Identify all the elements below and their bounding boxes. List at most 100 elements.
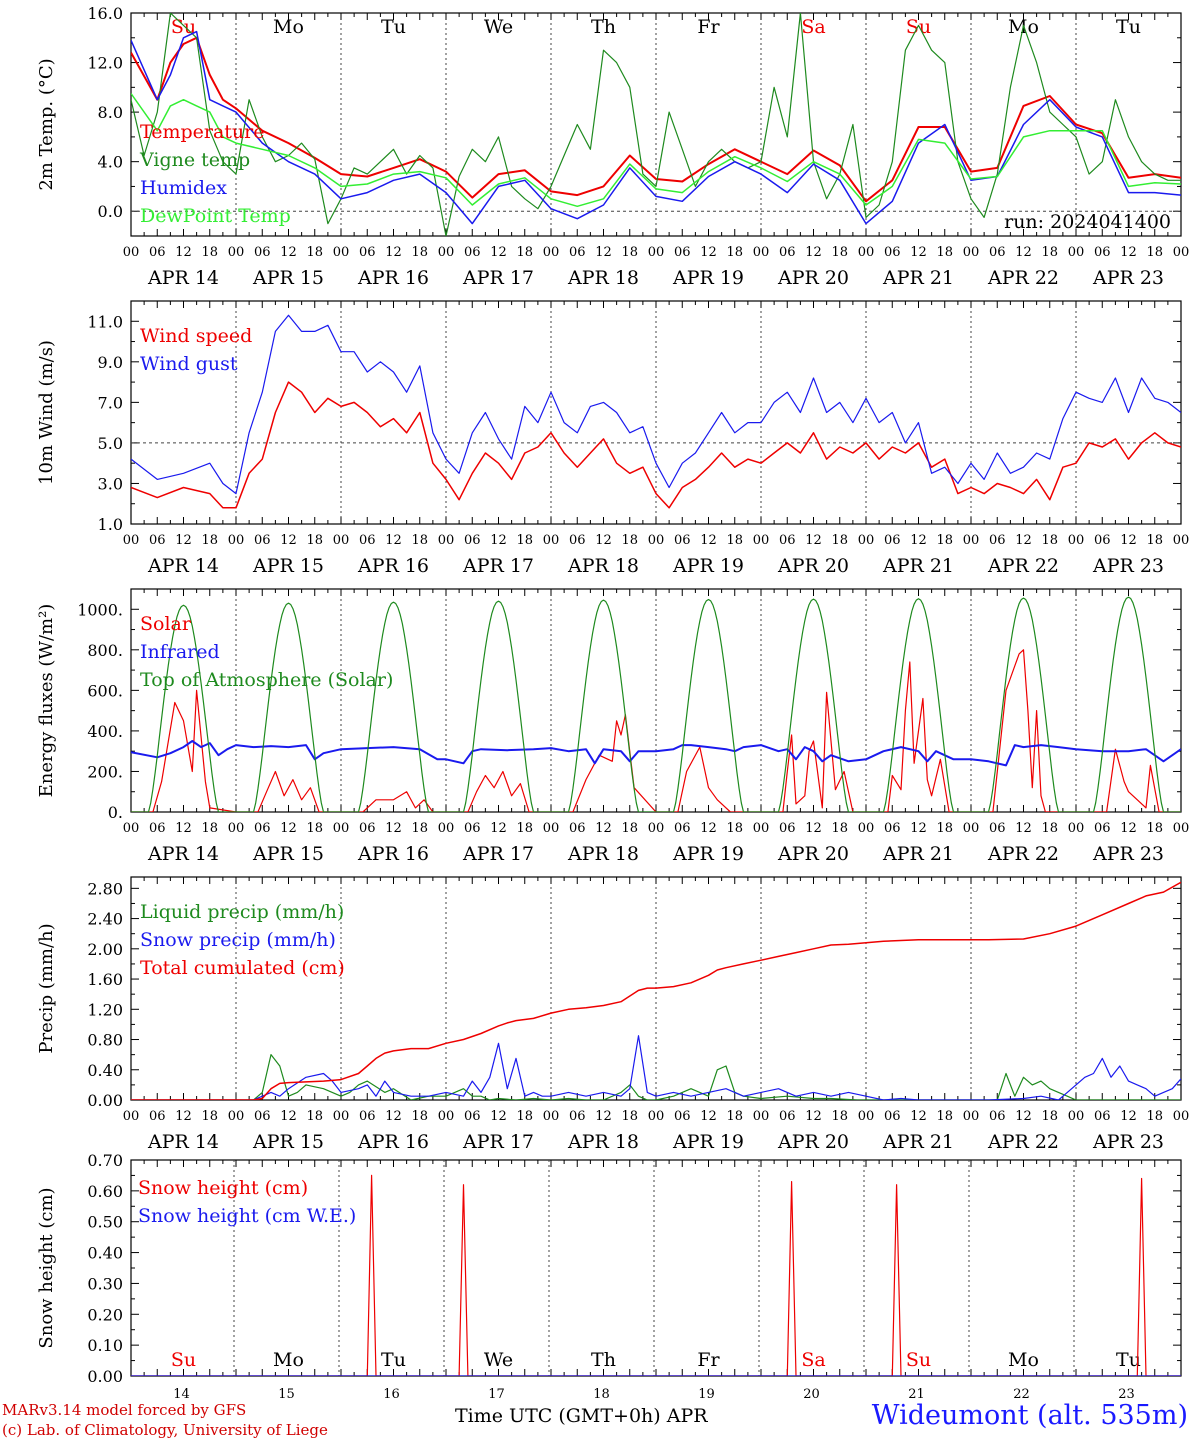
- hour-label: 00: [123, 245, 140, 260]
- hour-label: 00: [963, 533, 980, 548]
- hour-label: 12: [1015, 821, 1032, 836]
- hour-label: 00: [438, 1109, 455, 1124]
- date-label: APR 16: [357, 555, 429, 577]
- hour-label: 18: [831, 533, 848, 548]
- date-label: APR 19: [672, 267, 744, 289]
- hour-label: 18: [1146, 245, 1163, 260]
- date-label: APR 14: [147, 555, 219, 577]
- date-label: APR 21: [882, 555, 954, 577]
- flux-series-2-line: [131, 596, 1181, 812]
- hour-label: 00: [753, 821, 770, 836]
- hour-label: 00: [753, 1109, 770, 1124]
- date-label: APR 17: [462, 267, 534, 289]
- hour-label: 18: [831, 821, 848, 836]
- precip-ylabel: Precip (mm/h): [36, 923, 57, 1053]
- hour-label: 00: [648, 245, 665, 260]
- hour-label: 12: [385, 1109, 402, 1124]
- y-tick-label: 12.0: [87, 54, 123, 73]
- wind-legend-0: Wind speed: [140, 325, 252, 347]
- hour-label: 12: [385, 245, 402, 260]
- y-tick-label: 1000.: [77, 600, 123, 619]
- hour-label: 18: [201, 245, 218, 260]
- precip-legend-2: Total cumulated (cm): [140, 957, 345, 979]
- run-annotation: run: 2024041400: [1004, 211, 1171, 233]
- hour-label: 12: [910, 1109, 927, 1124]
- model-credit: MARv3.14 model forced by GFS: [2, 1401, 247, 1419]
- hour-label: 18: [726, 533, 743, 548]
- flux-series-1-line: [131, 740, 1181, 767]
- day-number-label: 21: [908, 1387, 925, 1402]
- hour-label: 00: [333, 821, 350, 836]
- hour-label: 00: [753, 245, 770, 260]
- y-tick-label: 0.: [108, 803, 123, 822]
- hour-label: 00: [858, 245, 875, 260]
- day-number-label: 15: [278, 1387, 295, 1402]
- day-number-label: 16: [383, 1387, 400, 1402]
- weekday-label: Su: [906, 1349, 931, 1371]
- hour-label: 12: [595, 821, 612, 836]
- hour-label: 00: [648, 1109, 665, 1124]
- hour-label: 18: [306, 1109, 323, 1124]
- hour-label: 00: [648, 821, 665, 836]
- hour-label: 12: [805, 533, 822, 548]
- hour-label: 06: [884, 245, 901, 260]
- date-label: APR 21: [882, 267, 954, 289]
- hour-label: 18: [306, 821, 323, 836]
- hour-label: 18: [621, 1109, 638, 1124]
- hour-label: 00: [648, 533, 665, 548]
- y-tick-label: 0.10: [87, 1336, 123, 1355]
- snow-legend-0: Snow height (cm): [138, 1177, 308, 1199]
- y-tick-label: 2.40: [87, 910, 123, 929]
- hour-label: 12: [1120, 821, 1137, 836]
- hour-label: 06: [464, 533, 481, 548]
- date-label: APR 17: [462, 843, 534, 865]
- temp-series-0-line: [131, 36, 1181, 203]
- weekday-label: Th: [591, 1349, 616, 1371]
- hour-label: 18: [621, 533, 638, 548]
- date-label: APR 19: [672, 1131, 744, 1153]
- temp-panel: 0.0 4.0 8.0 12.0 16.0 2m Temp. (°C) 00 06 12 18 AP…: [36, 4, 1189, 289]
- precip-series-1-line: [131, 1035, 1181, 1100]
- flux-legend-0: Solar: [140, 613, 192, 635]
- hour-label: 12: [595, 1109, 612, 1124]
- date-label: APR 21: [882, 1131, 954, 1153]
- hour-label: 06: [464, 245, 481, 260]
- hour-label: 06: [254, 533, 271, 548]
- lab-credit: (c) Lab. of Climatology, University of L…: [2, 1421, 328, 1439]
- hour-label: 12: [1120, 533, 1137, 548]
- hour-label: 06: [779, 533, 796, 548]
- hour-label: 18: [726, 245, 743, 260]
- hour-label: 00: [543, 533, 560, 548]
- hour-label: 00: [438, 533, 455, 548]
- hour-label: 06: [779, 245, 796, 260]
- hour-label: 00: [963, 245, 980, 260]
- temp-ylabel: 2m Temp. (°C): [36, 58, 57, 190]
- hour-label: 00: [438, 821, 455, 836]
- hour-label: 18: [411, 533, 428, 548]
- hour-label: 18: [726, 821, 743, 836]
- hour-label: 00: [1173, 821, 1190, 836]
- hour-label: 18: [201, 821, 218, 836]
- hour-label: 00: [438, 245, 455, 260]
- date-label: APR 19: [672, 843, 744, 865]
- hour-label: 00: [333, 533, 350, 548]
- hour-label: 18: [1041, 821, 1058, 836]
- hour-label: 06: [149, 1109, 166, 1124]
- date-label: APR 14: [147, 843, 219, 865]
- hour-label: 06: [674, 533, 691, 548]
- hour-label: 06: [359, 1109, 376, 1124]
- hour-label: 06: [569, 245, 586, 260]
- y-tick-label: 1.0: [98, 515, 123, 534]
- hour-label: 00: [543, 1109, 560, 1124]
- hour-label: 12: [910, 821, 927, 836]
- hour-label: 06: [779, 821, 796, 836]
- hour-label: 06: [359, 821, 376, 836]
- weekday-label: Fr: [697, 16, 720, 38]
- y-tick-label: 0.30: [87, 1274, 123, 1293]
- hour-label: 00: [1068, 821, 1085, 836]
- hour-label: 06: [569, 821, 586, 836]
- y-tick-label: 600.: [87, 681, 123, 700]
- hour-label: 12: [1015, 245, 1032, 260]
- hour-label: 00: [228, 533, 245, 548]
- flux-legend-2: Top of Atmosphere (Solar): [140, 669, 393, 691]
